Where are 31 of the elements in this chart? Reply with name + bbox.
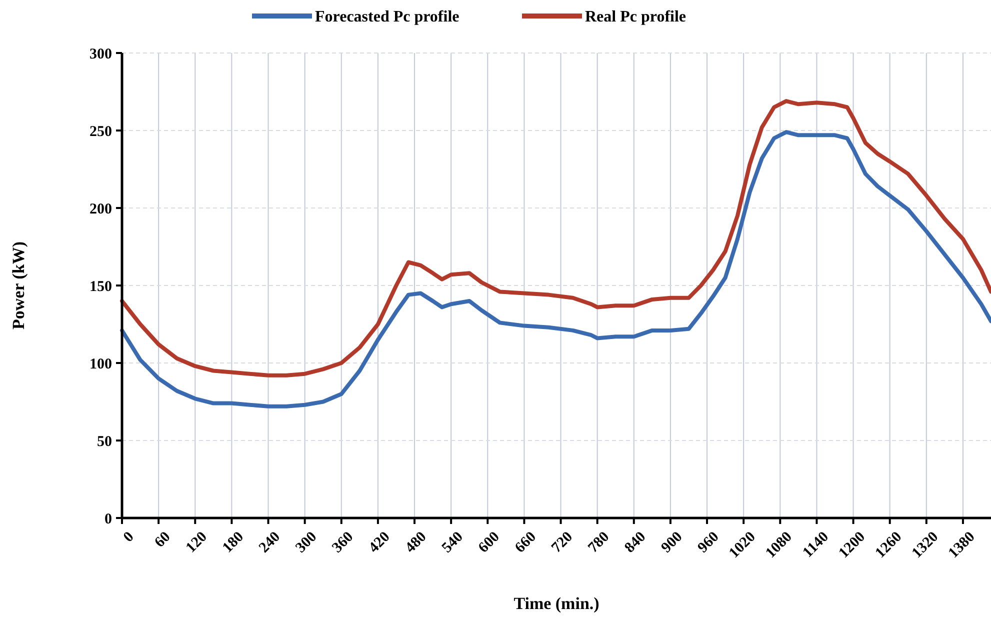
x-tick-label: 720 — [548, 528, 576, 556]
y-tick-label: 150 — [90, 278, 112, 295]
line-series — [120, 130, 991, 408]
x-tick-label: 300 — [292, 528, 320, 556]
x-tick-label: 540 — [439, 528, 466, 556]
x-tick-label: 600 — [476, 528, 503, 556]
x-tick-label: 360 — [329, 528, 357, 556]
x-tick-label: 840 — [622, 528, 650, 556]
x-tick-label: 120 — [183, 528, 210, 556]
line-series — [120, 99, 991, 378]
x-tick-label: 1140 — [800, 528, 832, 561]
legend-label: Forecasted Pc profile — [315, 8, 460, 26]
x-tick-label: 240 — [256, 528, 284, 556]
x-tick-label: 480 — [402, 528, 430, 556]
x-tick-label: 780 — [585, 528, 613, 556]
x-tick-label: 60 — [152, 528, 174, 551]
x-axis-title: Time (min.) — [514, 594, 600, 613]
legend-label: Real Pc profile — [585, 8, 686, 26]
y-tick-label: 300 — [90, 46, 112, 62]
y-tick-label: 100 — [90, 356, 112, 372]
x-tick-label: 420 — [366, 528, 394, 556]
x-tick-label: 0 — [120, 528, 138, 546]
x-tick-label: 960 — [695, 528, 722, 556]
x-tick-label: 180 — [220, 528, 247, 556]
y-tick-label: 0 — [104, 511, 112, 528]
y-axis-title: Power (kW) — [9, 242, 28, 330]
x-tick-label: 900 — [658, 528, 686, 556]
y-tick-label: 250 — [90, 124, 112, 140]
y-tick-label: 50 — [97, 434, 112, 450]
y-tick-label: 200 — [90, 201, 112, 218]
x-tick-label: 660 — [512, 528, 540, 556]
